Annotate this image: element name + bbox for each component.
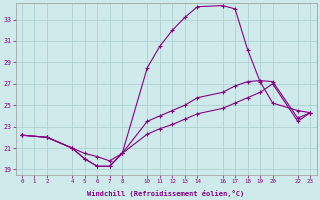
- X-axis label: Windchill (Refroidissement éolien,°C): Windchill (Refroidissement éolien,°C): [87, 190, 245, 197]
